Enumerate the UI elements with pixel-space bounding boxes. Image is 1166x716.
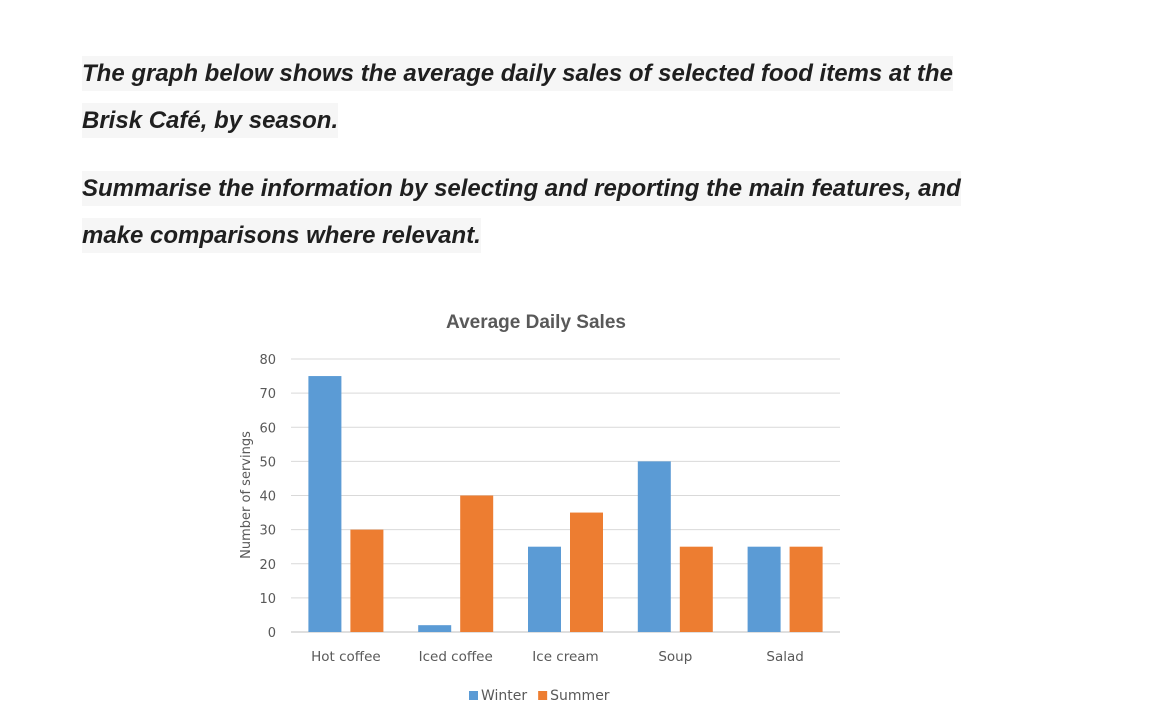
bar-winter-salad [747, 546, 781, 632]
legend-swatch-winter [469, 691, 478, 700]
category-label: Ice cream [532, 649, 598, 665]
y-tick-label: 20 [259, 558, 276, 573]
y-tick-label: 40 [259, 490, 276, 505]
prompt-paragraph-1: The graph below shows the average daily … [82, 50, 1102, 144]
y-tick-label: 70 [259, 387, 276, 402]
y-axis-label: Number of servings [239, 431, 254, 559]
prompt-paragraph-2: Summarise the information by selecting a… [82, 165, 1102, 259]
y-tick-label: 30 [259, 524, 276, 539]
prompt-line-3: Summarise the information by selecting a… [82, 171, 961, 206]
bar-summer-salad [789, 546, 823, 632]
y-tick-labels: 0 10 20 30 40 50 60 70 80 [259, 353, 276, 641]
bar-winter-soup [637, 461, 671, 632]
category-label: Hot coffee [311, 649, 381, 665]
category-label: Iced coffee [419, 649, 493, 665]
y-tick-label: 0 [268, 626, 276, 641]
prompt-line-4: make comparisons where relevant. [82, 218, 481, 253]
category-labels: Hot coffee Iced coffee Ice cream Soup Salad [311, 649, 804, 665]
bar-summer-iced-coffee [460, 495, 494, 632]
legend-label-winter: Winter [481, 688, 527, 704]
y-tick-label: 60 [259, 421, 276, 436]
bar-summer-ice-cream [570, 512, 603, 632]
bar-winter-iced-coffee [418, 625, 452, 632]
bar-winter-ice-cream [528, 546, 561, 632]
bar-summer-hot-coffee [350, 529, 384, 632]
chart-title: Average Daily Sales [446, 312, 626, 333]
prompt-line-1: The graph below shows the average daily … [82, 56, 953, 91]
y-tick-label: 80 [259, 353, 276, 368]
task-prompt: The graph below shows the average daily … [82, 50, 1102, 259]
bar-summer-soup [679, 546, 713, 632]
category-label: Salad [766, 649, 803, 665]
y-tick-label: 10 [259, 592, 276, 607]
legend: Winter Summer [469, 688, 610, 704]
y-tick-label: 50 [259, 455, 276, 470]
prompt-line-2: Brisk Café, by season. [82, 103, 339, 138]
legend-label-summer: Summer [550, 688, 610, 704]
bars [308, 376, 823, 632]
bar-winter-hot-coffee [308, 376, 342, 632]
category-label: Soup [658, 649, 692, 665]
legend-swatch-summer [538, 691, 548, 700]
